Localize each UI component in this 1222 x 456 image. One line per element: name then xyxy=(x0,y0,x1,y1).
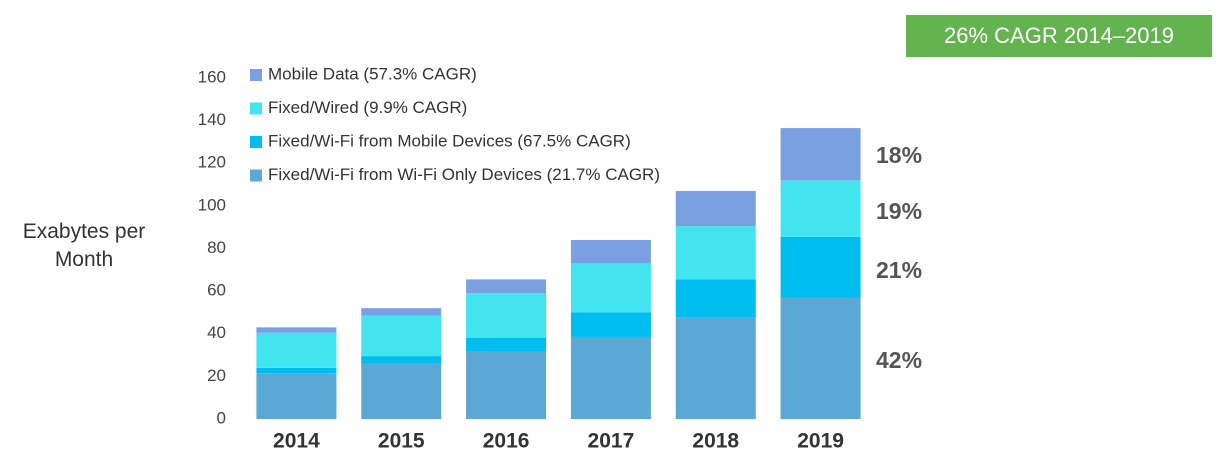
x-tick-label: 2014 xyxy=(273,430,320,453)
y-tick-label: 40 xyxy=(207,323,226,342)
bar-segment xyxy=(466,293,547,339)
x-tick-label: 2015 xyxy=(378,430,425,453)
bar-segment xyxy=(361,363,442,419)
bar-segment xyxy=(780,128,861,181)
x-tick-label: 2016 xyxy=(483,430,530,453)
bar-segment xyxy=(256,327,337,333)
legend-swatch xyxy=(250,69,262,81)
y-tick-label: 60 xyxy=(207,281,226,300)
y-tick-label: 0 xyxy=(217,408,226,427)
bar-segment xyxy=(361,315,442,357)
legend-label: Mobile Data (57.3% CAGR) xyxy=(268,64,477,83)
bar-segment xyxy=(466,338,547,352)
bar-segment xyxy=(361,308,442,316)
x-tick-label: 2019 xyxy=(797,430,844,453)
annotation: 42% xyxy=(876,347,922,373)
annotation: 19% xyxy=(876,198,922,224)
bar-segment xyxy=(466,351,547,419)
y-tick-label: 140 xyxy=(198,110,226,129)
bar-segment xyxy=(780,236,861,298)
bar-segment xyxy=(675,279,756,318)
legend-swatch xyxy=(250,102,262,115)
y-tick-label: 100 xyxy=(198,195,226,214)
bar-segment xyxy=(675,226,756,280)
legend-label: Fixed/Wired (9.9% CAGR) xyxy=(268,98,467,117)
bar-segment xyxy=(256,373,337,419)
callout: 26% CAGR 2014–2019 xyxy=(944,23,1174,48)
y-tick-label: 80 xyxy=(207,238,226,257)
bar-segment xyxy=(256,332,337,368)
bar-segment xyxy=(570,312,651,337)
bar-segment xyxy=(361,356,442,364)
bar-segment xyxy=(675,190,756,227)
y-tick-label: 20 xyxy=(207,366,226,385)
bar-segment xyxy=(780,180,861,237)
bar-segment xyxy=(256,367,337,374)
bar-segment xyxy=(780,297,861,419)
legend-label: Fixed/Wi-Fi from Mobile Devices (67.5% C… xyxy=(268,131,631,150)
bar-segment xyxy=(466,279,547,294)
legend-swatch xyxy=(250,169,262,182)
x-tick-label: 2018 xyxy=(692,430,739,453)
y-tick-label: 160 xyxy=(198,67,226,86)
callout-box xyxy=(906,15,1212,57)
annotation: 21% xyxy=(876,257,922,283)
y-tick-label: 120 xyxy=(198,153,226,172)
bar-segment xyxy=(570,336,651,419)
bar-segment xyxy=(675,317,756,419)
annotation: 18% xyxy=(876,142,922,168)
y-axis-label: Exabytes per Month xyxy=(22,220,146,271)
bar-segment xyxy=(570,263,651,313)
x-tick-label: 2017 xyxy=(588,430,635,453)
legend-swatch xyxy=(250,136,262,148)
legend-label: Fixed/Wi-Fi from Wi-Fi Only Devices (21.… xyxy=(268,165,660,184)
bar-segment xyxy=(570,239,651,264)
